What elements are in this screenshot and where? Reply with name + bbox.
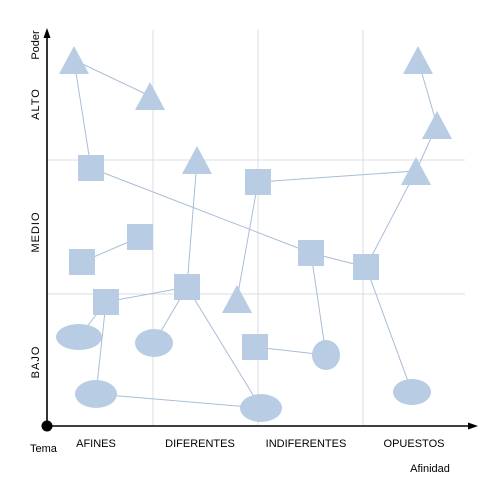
x-category-label-opuestos: OPUESTOS	[384, 438, 445, 450]
square-shape-s4	[127, 224, 153, 250]
y-level-label-bajo: BAJO	[30, 346, 42, 379]
stakeholder-shapes	[56, 46, 452, 422]
origin-dot	[41, 420, 53, 432]
axes	[41, 28, 478, 432]
connector-t1-s1	[73, 59, 92, 169]
y-level-label-medio: MEDIO	[30, 211, 42, 252]
y-level-label-alto: ALTO	[30, 88, 42, 120]
ellipse-shape-e6	[312, 340, 340, 370]
square-shape-s8	[298, 240, 324, 266]
triangle-shape-t3	[182, 146, 212, 174]
square-shape-s2	[245, 169, 271, 195]
triangle-shape-t5	[403, 46, 433, 74]
axis-labels: Poder BAJO MEDIO ALTO Tema AFINES DIFERE…	[30, 30, 450, 475]
square-shape-s7	[242, 334, 268, 360]
triangle-shape-t2	[135, 82, 165, 110]
ellipse-shape-e4	[75, 380, 117, 408]
square-shape-s9	[353, 254, 379, 280]
triangle-shape-t1	[59, 46, 89, 74]
connector-s9-t7	[365, 170, 417, 268]
connector-s6-e5	[186, 286, 262, 409]
y-axis-arrowhead	[43, 28, 51, 38]
ellipse-shape-e2	[135, 329, 173, 357]
connector-t1-t2	[73, 59, 151, 97]
square-shape-s1	[78, 155, 104, 181]
connector-s1-s8	[90, 167, 312, 254]
connector-t4-s2	[236, 181, 259, 300]
connector-e4-e5	[95, 393, 262, 409]
connector-s5-e4	[95, 301, 107, 395]
origin-label: Tema	[30, 443, 58, 455]
connector-s2-t7	[257, 170, 417, 183]
triangle-shape-t6	[422, 111, 452, 139]
y-axis-title: Poder	[30, 30, 42, 60]
square-shape-s3	[69, 249, 95, 275]
square-shape-s5	[93, 289, 119, 315]
triangle-shape-t7	[401, 157, 431, 185]
x-axis-title: Afinidad	[410, 463, 450, 475]
square-shape-s6	[174, 274, 200, 300]
x-category-label-afines: AFINES	[76, 438, 116, 450]
x-category-label-indiferentes: INDIFERENTES	[266, 438, 347, 450]
triangle-shape-t4	[222, 285, 252, 313]
connector-s5-s6	[105, 286, 188, 303]
ellipse-shape-e5	[240, 394, 282, 422]
connector-s6-t3	[186, 159, 198, 288]
connector-s8-e6	[310, 252, 327, 356]
x-axis-arrowhead	[468, 422, 478, 430]
ellipse-shape-e3	[393, 379, 431, 405]
ellipse-shape-e1	[56, 324, 102, 350]
connector-s9-e3	[365, 266, 413, 393]
x-category-label-diferentes: DIFERENTES	[165, 438, 235, 450]
